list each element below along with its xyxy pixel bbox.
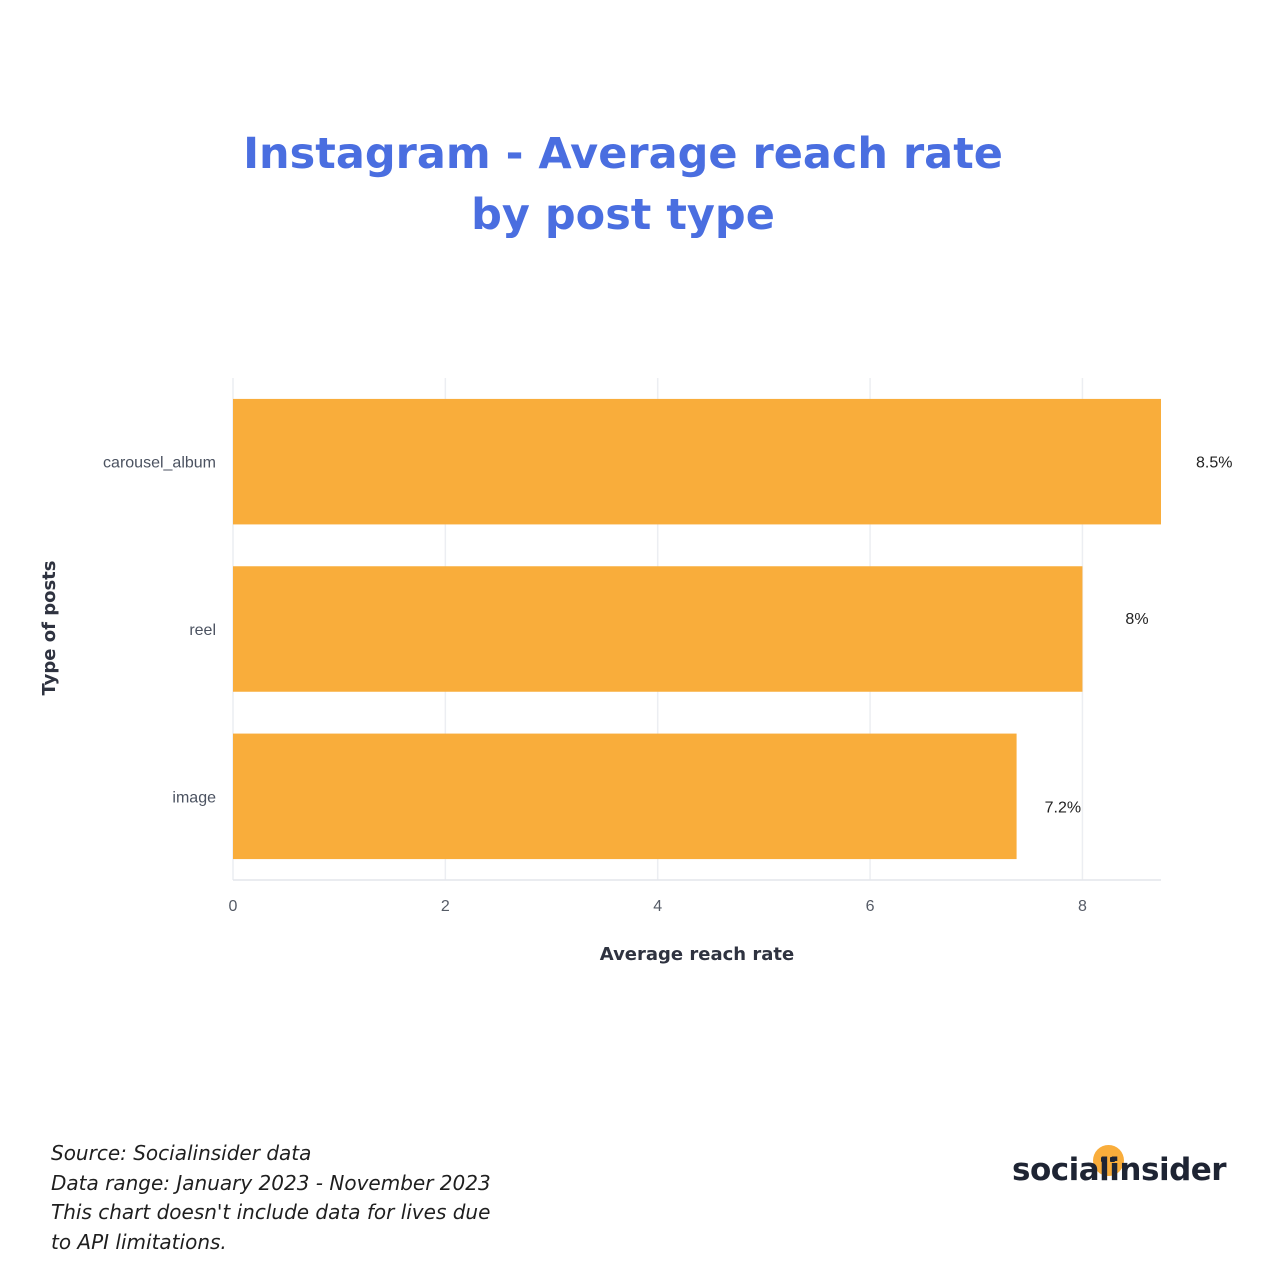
value-label: 8.5% (1196, 455, 1232, 472)
brand-logo: socialinsider (1012, 1152, 1227, 1188)
footnotes: Source: Socialinsider data Data range: J… (51, 1139, 491, 1257)
footnote-source: Source: Socialinsider data (51, 1141, 312, 1165)
chart-title-line-2: by post type (471, 190, 775, 240)
value-labels: 8.5% 8% 7.2% (1045, 455, 1233, 817)
x-tick-labels: 0 2 4 6 8 (229, 898, 1087, 915)
x-tick-label: 2 (441, 898, 450, 915)
bar-carousel_album (233, 398, 1161, 525)
x-axis-title: Average reach rate (600, 944, 794, 965)
brand-logo-dot-icon (1093, 1145, 1124, 1176)
x-tick-label: 8 (1078, 898, 1087, 915)
x-tick-label: 0 (229, 898, 238, 915)
bar-reel (233, 566, 1083, 692)
y-axis-title: Type of posts (39, 561, 60, 696)
bars (233, 398, 1161, 860)
chart-title: Instagram - Average reach rate by post t… (0, 124, 1246, 246)
value-label: 8% (1125, 611, 1148, 628)
category-label: image (172, 789, 216, 806)
footnote-note-line-1: This chart doesn't include data for live… (51, 1200, 491, 1224)
x-tick-label: 6 (866, 898, 875, 915)
category-label: carousel_album (103, 455, 216, 472)
category-label: reel (189, 622, 216, 639)
bar-image (233, 733, 1017, 860)
value-label: 7.2% (1045, 799, 1081, 816)
footnote-data-range: Data range: January 2023 - November 2023 (51, 1170, 491, 1195)
chart-title-line-1: Instagram - Average reach rate (243, 129, 1003, 179)
footnote-note-line-2: to API limitations. (51, 1229, 227, 1254)
x-tick-label: 4 (653, 898, 662, 915)
